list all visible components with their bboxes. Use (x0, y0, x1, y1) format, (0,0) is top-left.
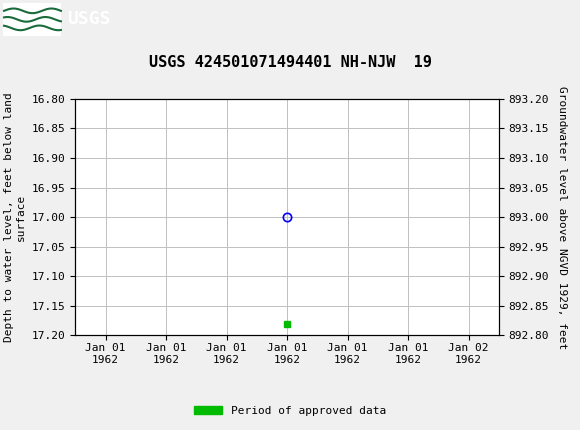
Text: USGS: USGS (67, 10, 110, 28)
Text: USGS 424501071494401 NH-NJW  19: USGS 424501071494401 NH-NJW 19 (148, 55, 432, 70)
Y-axis label: Groundwater level above NGVD 1929, feet: Groundwater level above NGVD 1929, feet (557, 86, 567, 349)
Bar (3, 3, 61, 36)
Y-axis label: Depth to water level, feet below land
surface: Depth to water level, feet below land su… (4, 92, 26, 342)
Legend: Period of approved data: Period of approved data (190, 401, 390, 420)
